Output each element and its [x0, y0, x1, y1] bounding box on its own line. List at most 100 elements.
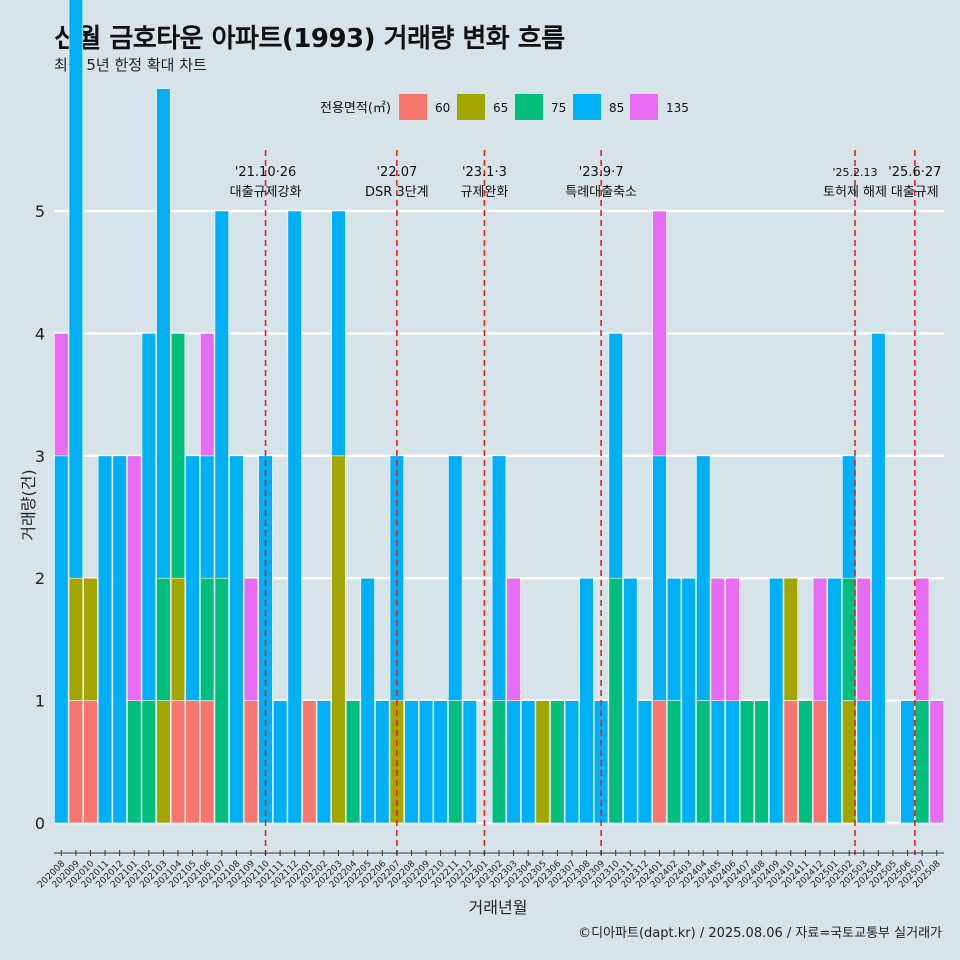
- bar-202305-65: [535, 700, 550, 824]
- y-tick-label-2: 2: [35, 569, 45, 588]
- bar-202409-85: [769, 577, 784, 824]
- bar-202402-75: [666, 700, 682, 824]
- bar-202410-65: [783, 577, 798, 701]
- bar-202206-85: [375, 700, 390, 824]
- bar-202408-75: [754, 700, 769, 824]
- bar-202203-65: [331, 455, 346, 824]
- event-label-text-2: 규제완화: [460, 185, 508, 200]
- bar-202101-135: [127, 455, 142, 701]
- bar-202201-60: [302, 700, 317, 824]
- bar-202104-65: [170, 577, 186, 701]
- bar-202010-65: [83, 577, 98, 701]
- event-lines: '21.10·26 대출규제강화 '22.07 DSR 3단계 '23.1·3 규제완화 '…: [230, 150, 941, 855]
- bar-202104-75: [170, 333, 186, 579]
- bar-202502-75: [842, 577, 857, 701]
- bar-202504-85: [871, 333, 886, 824]
- bar-202102-85: [141, 333, 156, 701]
- bar-202404-75: [696, 700, 711, 824]
- bar-202503-135: [856, 577, 871, 701]
- bar-202112-85: [287, 210, 302, 824]
- bar-202205-85: [360, 577, 375, 824]
- bar-202009-85: [68, 0, 84, 579]
- bar-202403-85: [681, 577, 696, 824]
- bar-202210-85: [433, 700, 448, 824]
- legend-swatch-65: [457, 94, 485, 120]
- event-label-date-1: '22.07: [376, 165, 417, 180]
- legend-swatch-135: [630, 94, 658, 120]
- bar-202507-135: [914, 577, 930, 701]
- bar-202405-135: [710, 577, 726, 701]
- bar-202107-75: [214, 577, 229, 824]
- bar-202008-85: [54, 455, 69, 824]
- bar-202102-75: [141, 700, 156, 824]
- y-tick-label-5: 5: [35, 202, 45, 221]
- bar-202208-85: [404, 700, 419, 824]
- y-axis-label: 거래량(건): [19, 469, 38, 540]
- event-label-date-0: '21.10·26: [235, 165, 296, 180]
- x-axis-label: 거래년월: [469, 898, 528, 917]
- bar-202106-60: [200, 700, 215, 824]
- bar-202411-75: [798, 700, 813, 824]
- legend-label-65: 65: [493, 101, 508, 115]
- event-label-text-4: 토허제 해제: [823, 185, 887, 200]
- bar-202008-135: [54, 333, 69, 457]
- bar-202303-85: [506, 700, 521, 824]
- bar-202009-65: [68, 577, 84, 701]
- legend-swatch-85: [573, 94, 601, 120]
- bar-202302-75: [491, 700, 507, 824]
- bar-202203-85: [331, 210, 346, 457]
- bar-202508-135: [929, 700, 944, 824]
- bar-202310-85: [608, 333, 623, 579]
- bar-202111-85: [272, 700, 288, 824]
- bar-202304-85: [521, 700, 536, 824]
- bar-202506-85: [900, 700, 915, 824]
- event-label-date-4: '25.2.13: [832, 166, 877, 179]
- bar-202011-85: [97, 455, 113, 824]
- bar-202104-60: [170, 700, 186, 824]
- legend-label-135: 135: [666, 101, 689, 115]
- bar-202106-135: [200, 333, 215, 457]
- source-caption: ©디아파트(dapt.kr) / 2025.08.06 / 자료=국토교통부 실…: [578, 926, 942, 941]
- bar-202307-85: [564, 700, 580, 824]
- y-tick-label-1: 1: [35, 692, 45, 711]
- bar-202109-60: [243, 700, 259, 824]
- bar-202012-85: [112, 455, 127, 824]
- y-tick-label-4: 4: [35, 324, 45, 343]
- bar-202211-75: [448, 700, 463, 824]
- bar-202302-85: [491, 455, 507, 701]
- bar-202105-60: [185, 700, 200, 824]
- bar-202212-85: [462, 700, 477, 824]
- y-tick-label-0: 0: [35, 814, 45, 833]
- event-label-date-5: '25.6·27: [888, 165, 941, 180]
- bar-202109-135: [243, 577, 259, 701]
- bar-202406-85: [725, 700, 740, 824]
- bar-202009-60: [68, 700, 84, 824]
- bar-202404-85: [696, 455, 711, 701]
- bar-202502-85: [842, 455, 857, 579]
- bar-202106-75: [200, 577, 215, 701]
- bar-202101-75: [127, 700, 142, 824]
- chart-title: 신월 금호타운 아파트(1993) 거래량 변화 흐름: [54, 24, 565, 54]
- bar-202306-75: [550, 700, 565, 824]
- bar-202312-85: [637, 700, 653, 824]
- bar-202204-75: [345, 700, 361, 824]
- legend-swatch-75: [515, 94, 543, 120]
- bar-202412-60: [812, 700, 828, 824]
- bar-202103-65: [156, 700, 171, 824]
- bar-202503-85: [856, 700, 871, 824]
- chart-subtitle: 최근 5년 한정 확대 차트: [54, 56, 207, 74]
- legend: 전용면적(㎡) 60 65 75 85 135: [320, 94, 689, 120]
- bar-202303-135: [506, 577, 521, 701]
- event-label-date-2: '23.1·3: [462, 165, 507, 180]
- legend-label-75: 75: [551, 101, 566, 115]
- bar-202010-60: [83, 700, 98, 824]
- bar-202407-75: [739, 700, 755, 824]
- bar-202412-135: [812, 577, 828, 701]
- bar-202106-85: [200, 455, 215, 579]
- bar-202401-60: [652, 700, 667, 824]
- bar-202401-85: [652, 455, 667, 701]
- legend-swatch-60: [399, 94, 427, 120]
- bar-202107-85: [214, 210, 229, 579]
- x-axis: 2020082020092020102020112020122021012021…: [36, 850, 944, 890]
